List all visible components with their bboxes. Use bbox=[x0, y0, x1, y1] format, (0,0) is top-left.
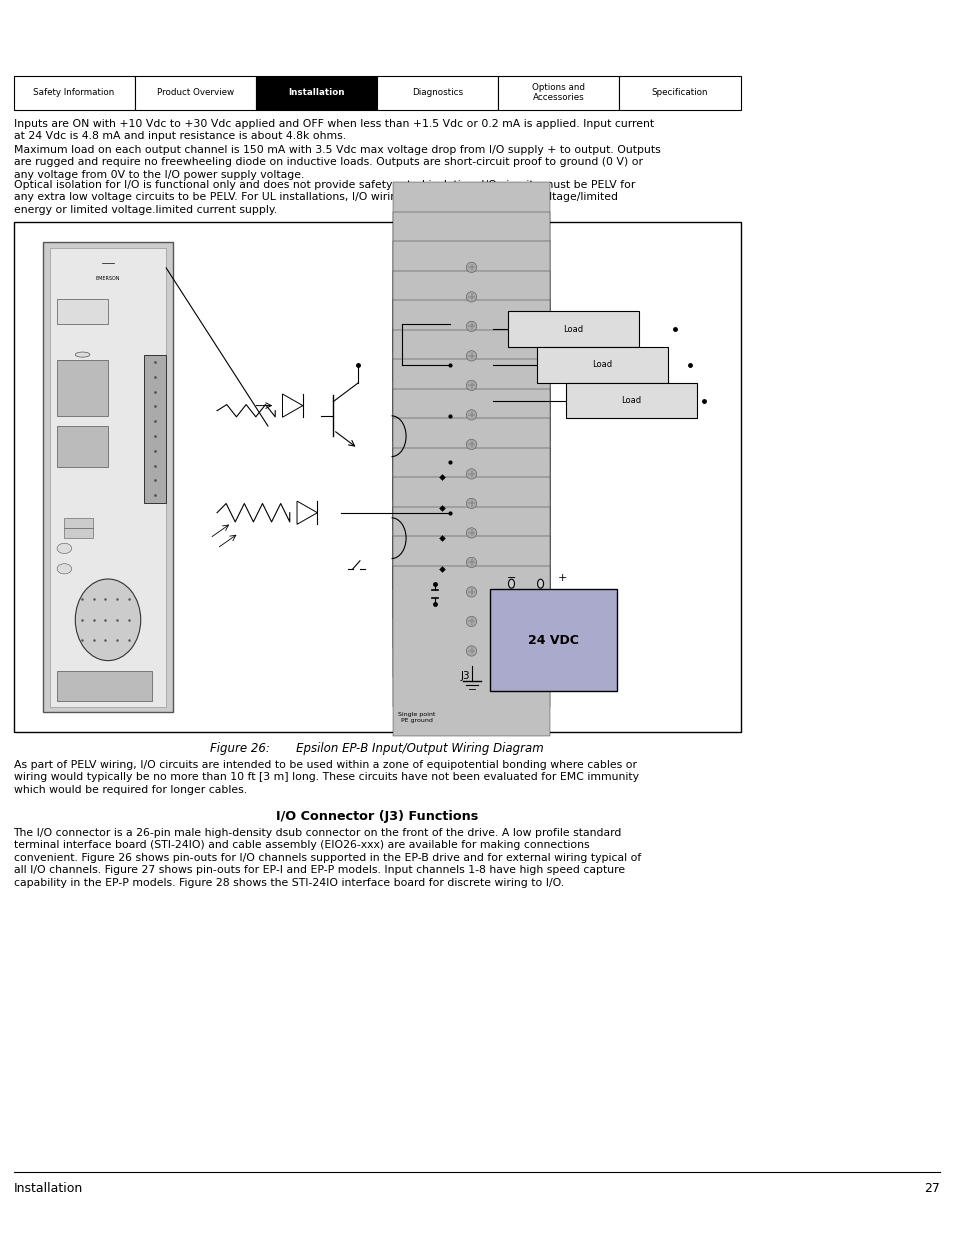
Ellipse shape bbox=[466, 440, 476, 450]
Text: Inputs are ON with +10 Vdc to +30 Vdc applied and OFF when less than +1.5 Vdc or: Inputs are ON with +10 Vdc to +30 Vdc ap… bbox=[13, 119, 653, 141]
Ellipse shape bbox=[75, 579, 141, 661]
Bar bbox=[393, 270, 549, 441]
Text: +: + bbox=[558, 573, 566, 583]
Ellipse shape bbox=[466, 380, 476, 390]
Text: Specification: Specification bbox=[651, 88, 707, 98]
Bar bbox=[393, 536, 549, 706]
Text: Load: Load bbox=[592, 361, 612, 369]
Bar bbox=[393, 241, 549, 411]
Ellipse shape bbox=[466, 469, 476, 479]
Text: Options and
Accessories: Options and Accessories bbox=[532, 83, 584, 103]
Text: J3: J3 bbox=[460, 671, 470, 680]
Text: EMERSON: EMERSON bbox=[95, 275, 120, 280]
Ellipse shape bbox=[508, 579, 514, 588]
Text: Installation: Installation bbox=[288, 88, 344, 98]
Bar bbox=[393, 330, 549, 500]
Bar bbox=[144, 354, 166, 503]
Text: Single point
PE ground: Single point PE ground bbox=[398, 711, 436, 722]
Ellipse shape bbox=[57, 543, 71, 553]
Bar bbox=[393, 182, 549, 353]
Bar bbox=[393, 359, 549, 530]
Bar bbox=[64, 529, 93, 538]
Text: Load: Load bbox=[562, 325, 582, 333]
Bar bbox=[489, 589, 617, 692]
Bar bbox=[393, 211, 549, 382]
Text: As part of PELV wiring, I/O circuits are intended to be used within a zone of eq: As part of PELV wiring, I/O circuits are… bbox=[13, 760, 638, 795]
Ellipse shape bbox=[466, 291, 476, 303]
Bar bbox=[565, 383, 696, 419]
Text: Figure 26:       Epsilon EP-B Input/Output Wiring Diagram: Figure 26: Epsilon EP-B Input/Output Wir… bbox=[210, 742, 543, 755]
Text: Safety Information: Safety Information bbox=[33, 88, 114, 98]
Text: I/O Connector (J3) Functions: I/O Connector (J3) Functions bbox=[275, 810, 477, 823]
Ellipse shape bbox=[537, 579, 543, 588]
Ellipse shape bbox=[466, 527, 476, 538]
Text: 27: 27 bbox=[923, 1182, 940, 1195]
Ellipse shape bbox=[466, 616, 476, 626]
Ellipse shape bbox=[75, 352, 90, 357]
Bar bbox=[64, 517, 93, 529]
Ellipse shape bbox=[466, 351, 476, 361]
Text: Product Overview: Product Overview bbox=[156, 88, 233, 98]
Text: −: − bbox=[506, 573, 516, 583]
Bar bbox=[507, 311, 639, 347]
Bar bbox=[393, 447, 549, 619]
Bar bbox=[449, 253, 493, 666]
Bar bbox=[497, 75, 618, 110]
Bar bbox=[50, 247, 166, 706]
Bar bbox=[57, 359, 108, 416]
Ellipse shape bbox=[466, 410, 476, 420]
Bar bbox=[393, 566, 549, 736]
Bar bbox=[537, 347, 667, 383]
Ellipse shape bbox=[466, 587, 476, 597]
Bar bbox=[393, 506, 549, 677]
Bar bbox=[376, 75, 497, 110]
Ellipse shape bbox=[466, 498, 476, 509]
Text: 24 VDC: 24 VDC bbox=[527, 634, 578, 647]
Ellipse shape bbox=[57, 563, 71, 574]
Bar bbox=[43, 242, 173, 711]
Bar bbox=[393, 419, 549, 589]
Bar bbox=[393, 300, 549, 471]
Bar bbox=[393, 389, 549, 559]
Bar bbox=[255, 75, 376, 110]
Text: Optical isolation for I/O is functional only and does not provide safety rated i: Optical isolation for I/O is functional … bbox=[13, 180, 634, 215]
Text: The I/O connector is a 26-pin male high-density dsub connector on the front of t: The I/O connector is a 26-pin male high-… bbox=[13, 827, 640, 888]
Ellipse shape bbox=[466, 557, 476, 568]
Bar bbox=[13, 222, 740, 732]
Text: Maximum load on each output channel is 150 mA with 3.5 Vdc max voltage drop from: Maximum load on each output channel is 1… bbox=[13, 144, 659, 180]
Text: Load: Load bbox=[620, 396, 640, 405]
Ellipse shape bbox=[466, 646, 476, 656]
Ellipse shape bbox=[466, 262, 476, 273]
Bar bbox=[57, 299, 108, 324]
Bar bbox=[134, 75, 255, 110]
Bar bbox=[57, 426, 108, 467]
Bar bbox=[393, 477, 549, 647]
Ellipse shape bbox=[466, 321, 476, 331]
Bar bbox=[57, 671, 152, 701]
Text: Diagnostics: Diagnostics bbox=[412, 88, 462, 98]
Bar bbox=[618, 75, 740, 110]
Bar bbox=[13, 75, 134, 110]
Text: Installation: Installation bbox=[13, 1182, 83, 1195]
